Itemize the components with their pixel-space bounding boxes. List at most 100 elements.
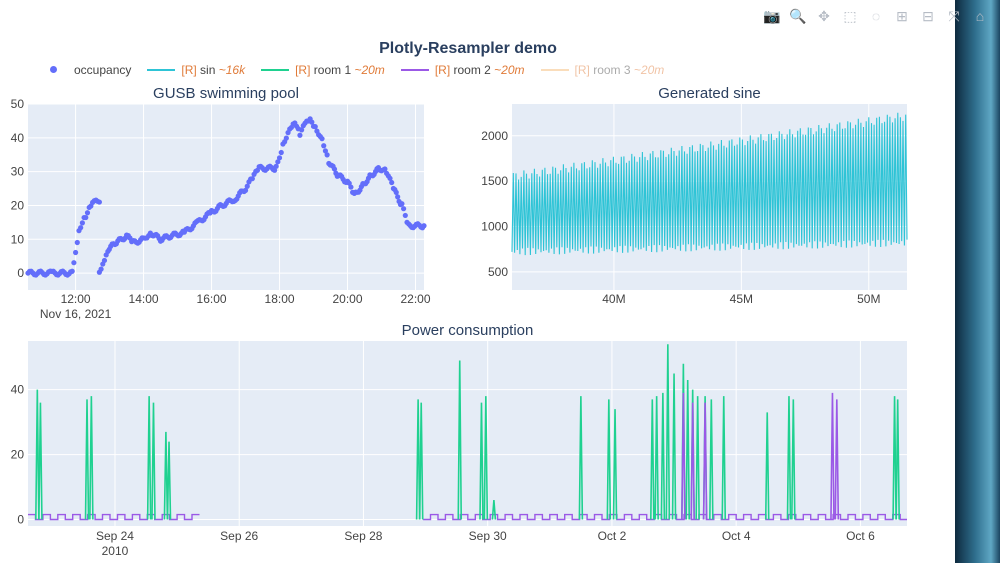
y-tick-label: 1000 <box>481 219 508 233</box>
room1-spike <box>764 412 770 520</box>
legend-tag: [R] <box>295 63 311 77</box>
occupancy-point <box>395 194 401 200</box>
occupancy-point <box>321 143 327 149</box>
occupancy-point <box>271 167 278 173</box>
legend-downsample: ~20m <box>354 63 385 77</box>
lasso-select-icon[interactable]: ◌ <box>871 8 881 24</box>
legend-label: [R] room 3 ~20m <box>575 63 665 77</box>
occupancy-point <box>309 119 315 125</box>
modebar: 📷 🔍 ✥ ⬚ ◌ ⊞ ⊟ ⤧ ⌂ <box>760 6 992 26</box>
room2-baseline-line <box>28 513 907 521</box>
room1-spike <box>418 402 424 520</box>
occupancy-point <box>402 212 408 219</box>
room1-spike <box>457 360 463 520</box>
occupancy-point <box>299 127 305 133</box>
legend-item[interactable]: [R] room 3 ~20m <box>540 63 665 77</box>
occupancy-point <box>399 201 405 207</box>
x-tick-label: 45M <box>730 292 753 306</box>
x-tick-label: Oct 4 <box>722 529 751 543</box>
occupancy-point <box>242 187 249 193</box>
x-tick-label: 40M <box>602 292 625 306</box>
zoom-in-icon[interactable]: ⊞ <box>896 7 908 24</box>
legend-item[interactable]: occupancy <box>40 63 131 77</box>
room1-spike <box>791 399 796 520</box>
x-tick-label: 22:00 <box>400 292 430 306</box>
room1-spike <box>479 402 484 520</box>
x-tick-label: 14:00 <box>129 292 159 306</box>
occupancy-point <box>324 152 330 158</box>
legend-name: room 1 <box>310 63 355 77</box>
room1-spike <box>695 396 700 520</box>
legend-downsample: ~20m <box>633 63 665 77</box>
room2-spike <box>830 392 835 520</box>
occupancy-point <box>331 166 338 172</box>
room1-spike <box>483 396 489 520</box>
room1-spike <box>415 399 421 520</box>
legend-item[interactable]: [R] room 1 ~20m <box>261 63 385 77</box>
room1-spike <box>84 399 90 520</box>
occupancy-point <box>244 183 250 189</box>
plot-background <box>28 341 907 526</box>
camera-icon[interactable]: 📷 <box>763 7 781 24</box>
room1-spike <box>146 396 152 520</box>
occupancy-point <box>312 123 318 130</box>
background-edge <box>955 0 1000 563</box>
room2-spike <box>681 392 686 520</box>
occupancy-point <box>69 268 75 274</box>
legend-downsample: ~16k <box>218 63 246 77</box>
box-select-icon[interactable]: ⬚ <box>843 7 857 24</box>
room1-spike <box>892 396 897 520</box>
zoom-out-icon[interactable]: ⊟ <box>922 7 934 24</box>
y-tick-label: 500 <box>488 265 508 279</box>
room1-spike <box>721 396 727 520</box>
sine-chart <box>511 104 908 290</box>
reset-axes-icon[interactable]: ⌂ <box>975 8 985 24</box>
room1-spike <box>665 344 671 520</box>
room1-spike <box>151 402 156 520</box>
y-tick-label: 10 <box>11 232 25 246</box>
occupancy-point <box>421 223 427 229</box>
x-sublabel: Nov 16, 2021 <box>40 307 112 321</box>
occupancy-point <box>96 199 102 205</box>
legend-name: occupancy <box>74 63 132 77</box>
zoom-icon[interactable]: 🔍 <box>789 7 807 24</box>
occupancy-point <box>276 155 283 161</box>
y-tick-label: 50 <box>11 97 25 111</box>
y-tick-label: 40 <box>11 131 25 145</box>
room1-spike <box>660 392 666 520</box>
y-tick-label: 0 <box>17 513 24 527</box>
occupancy-point <box>297 132 303 138</box>
autoscale-icon[interactable]: ⤧ <box>948 7 960 24</box>
sine-series-line <box>511 112 908 256</box>
power-chart <box>28 341 907 526</box>
occupancy-point <box>348 184 354 190</box>
room1-spike <box>38 402 43 520</box>
legend-item[interactable]: [R] sin ~16k <box>147 63 245 77</box>
room1-spike <box>786 396 792 520</box>
legend-symbol <box>261 65 290 75</box>
chart-canvas[interactable]: Plotly-Resampler demo 0 10 20 30 40 50 12:00 14:… <box>0 0 955 563</box>
chart-title: GUSB swimming pool <box>153 85 299 102</box>
pan-icon[interactable]: ✥ <box>818 7 830 24</box>
occupancy-point <box>71 260 77 266</box>
room1-spike <box>612 409 618 520</box>
occupancy-point <box>79 220 85 226</box>
legend-tag: [R] <box>574 63 590 77</box>
x-tick-label: 20:00 <box>333 292 363 306</box>
occupancy-point <box>98 266 104 272</box>
occupancy-point <box>278 149 284 156</box>
legend-item[interactable]: [R] room 2 ~20m <box>400 63 525 77</box>
figure-title: Plotly-Resampler demo <box>379 40 557 57</box>
occupancy-point <box>322 148 329 154</box>
x-tick-label: 18:00 <box>265 292 295 306</box>
room1-spike <box>709 399 714 520</box>
y-tick-label: 0 <box>17 266 24 280</box>
occupancy-point <box>273 163 279 169</box>
legend-label: [R] sin ~16k <box>181 63 245 77</box>
plot-background <box>28 104 424 290</box>
x-tick-label: 50M <box>857 292 880 306</box>
legend-label: [R] room 2 ~20m <box>435 63 525 77</box>
legend-downsample: ~20m <box>494 63 525 77</box>
legend-label: occupancy <box>74 63 131 77</box>
occupancy-point <box>275 159 281 165</box>
